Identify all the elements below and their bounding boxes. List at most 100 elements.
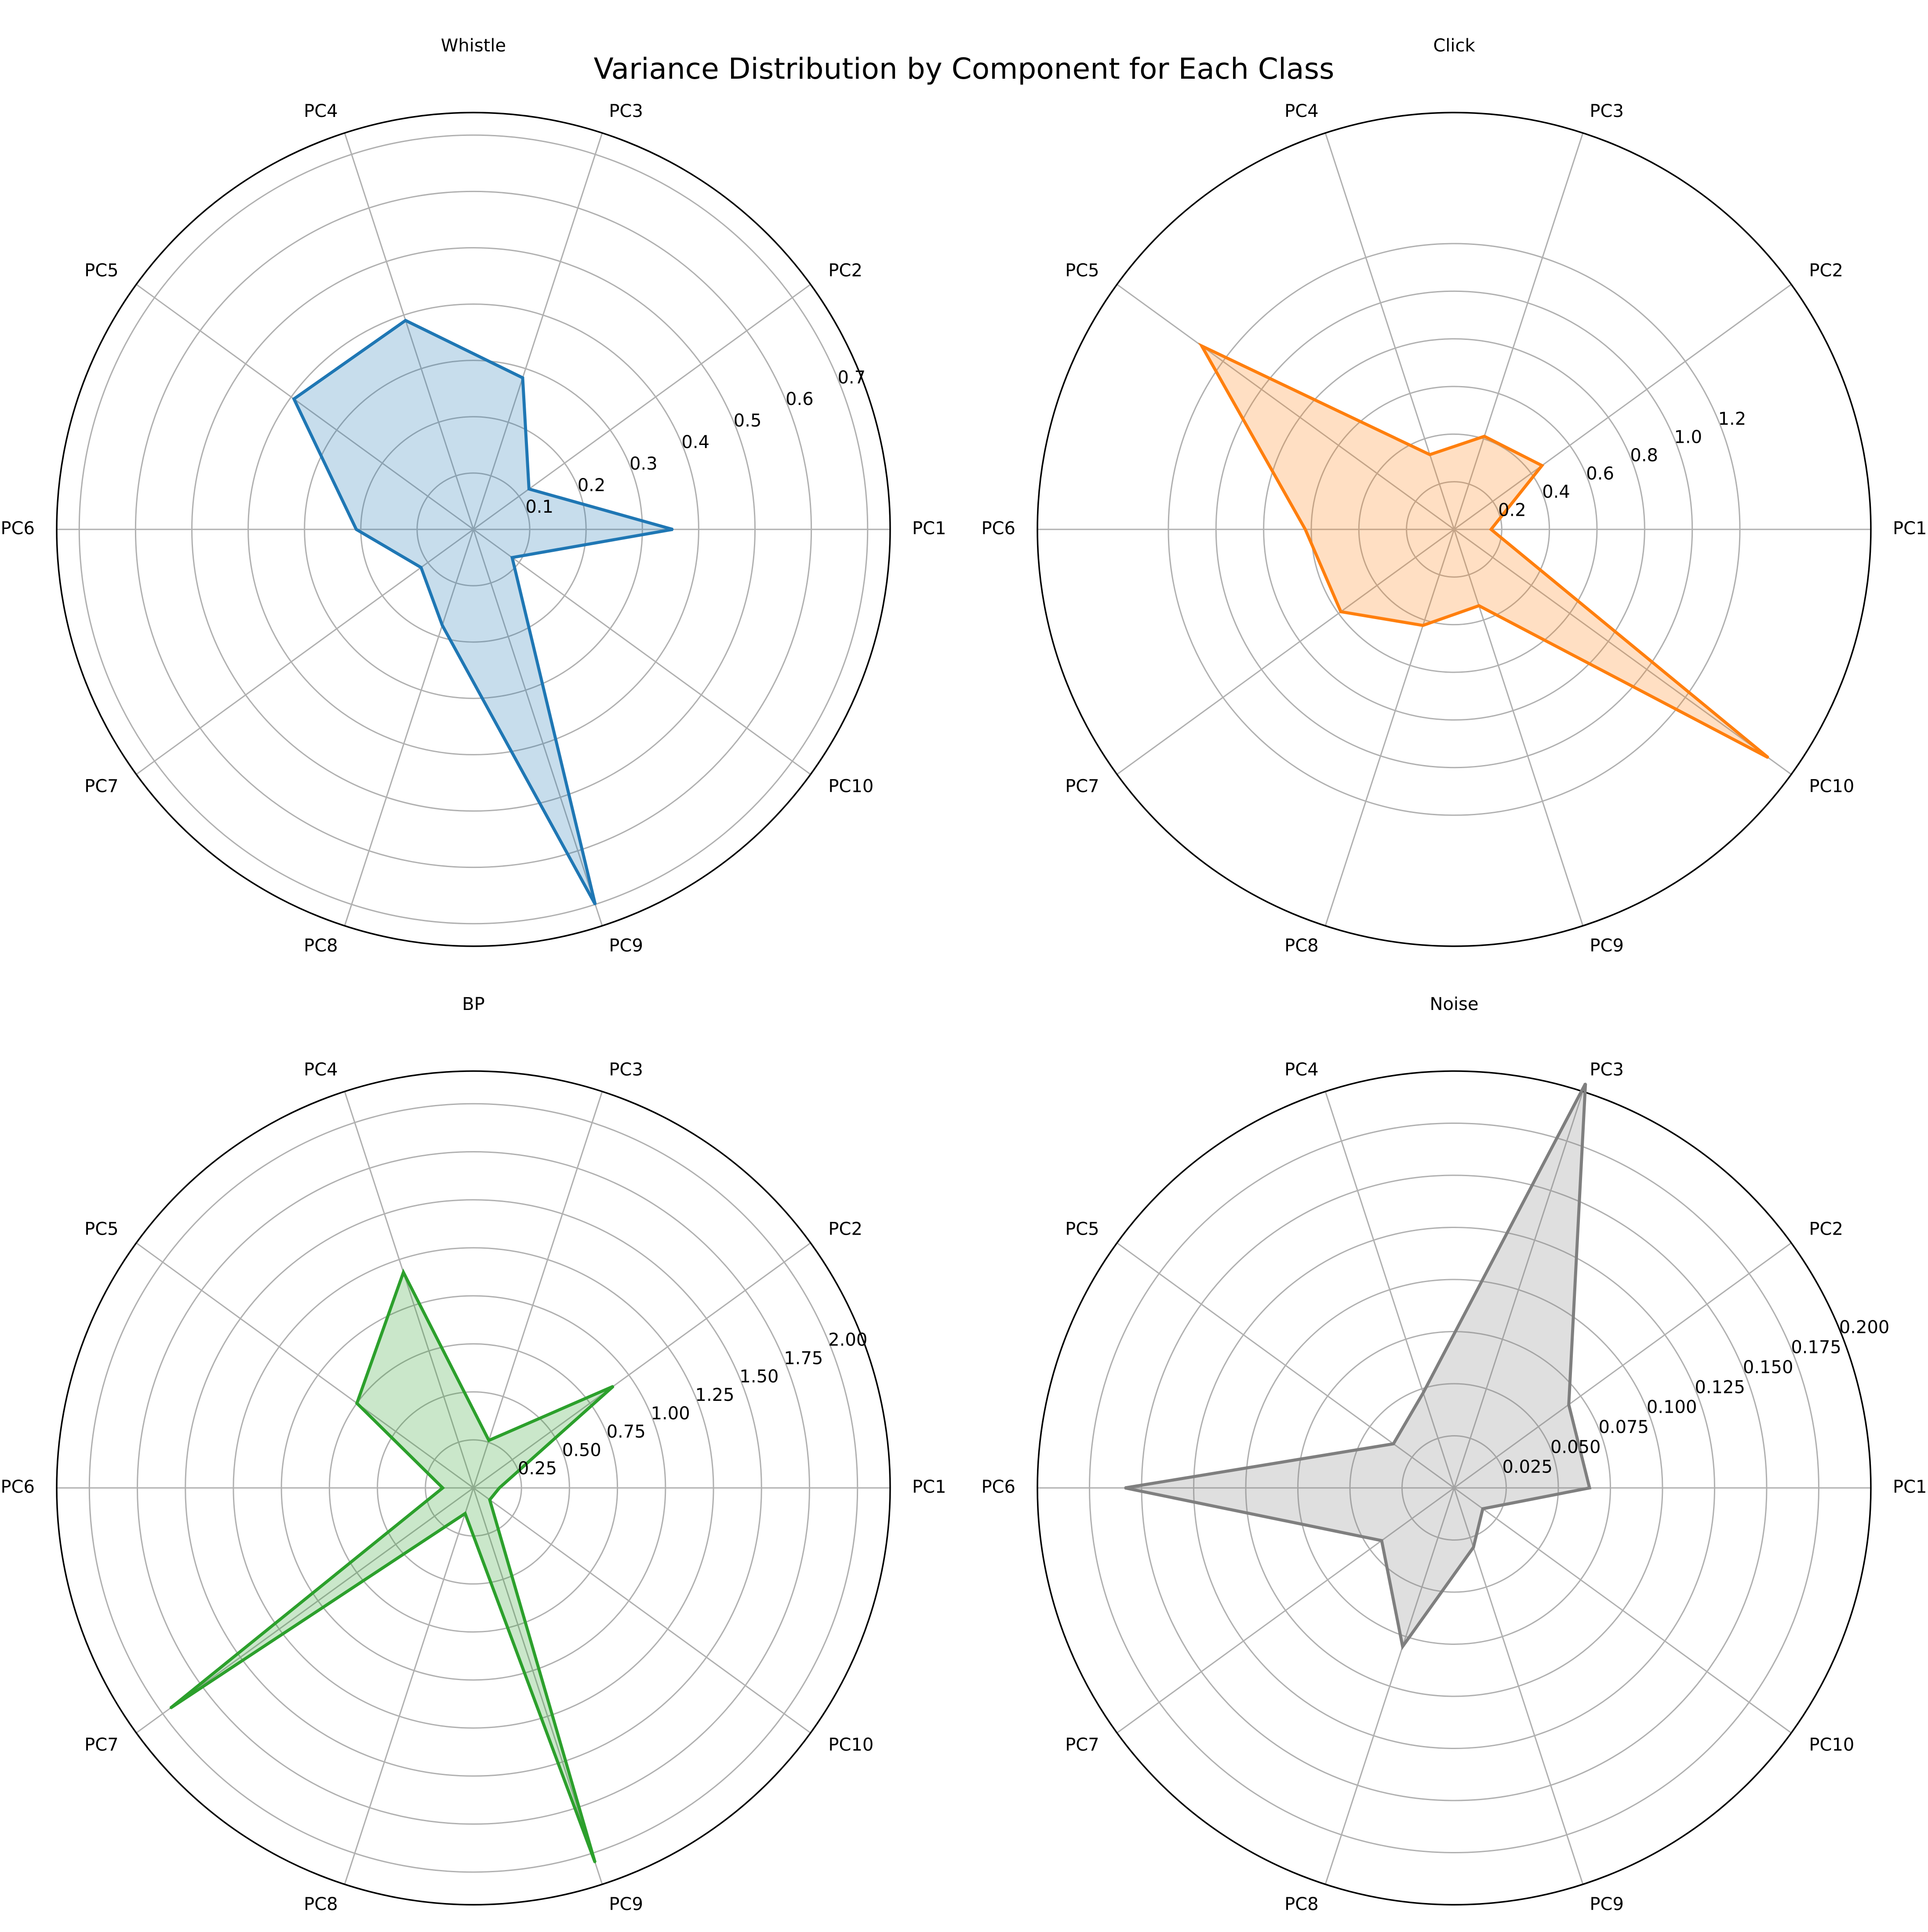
spoke-line xyxy=(473,1242,811,1489)
spoke-line xyxy=(473,529,603,926)
spoke-line xyxy=(1453,132,1584,530)
data-point-pc4 xyxy=(402,1271,404,1273)
data-point-pc7 xyxy=(1340,611,1342,613)
data-point-pc10 xyxy=(1767,757,1769,759)
radar-panel-bp: 0.250.50 0.751.001.251.50 1.752.00 PC1 PC2 PC… xyxy=(1,994,946,1914)
radial-tick-label: 1.75 xyxy=(784,1348,823,1368)
spoke-line xyxy=(1453,529,1584,926)
spoke-line xyxy=(1117,529,1455,775)
spoke-line xyxy=(136,529,474,775)
spoke-line xyxy=(136,1242,474,1489)
radial-tick-label: 0.100 xyxy=(1647,1397,1697,1418)
spoke-line xyxy=(1324,1091,1455,1488)
data-point-pc5 xyxy=(1392,1443,1394,1445)
spoke-line xyxy=(1453,1487,1584,1885)
spoke-line xyxy=(1324,132,1455,530)
data-point-pc3 xyxy=(1584,1083,1586,1085)
data-point-pc9 xyxy=(1478,605,1480,607)
category-label-pc2: PC2 xyxy=(828,1219,862,1239)
data-point-pc6 xyxy=(1124,1487,1126,1489)
category-label-pc1: PC1 xyxy=(912,518,946,539)
category-label-pc10: PC10 xyxy=(1809,1735,1854,1755)
series-area xyxy=(1201,346,1768,758)
category-label-pc5: PC5 xyxy=(1065,1219,1099,1239)
data-point-pc8 xyxy=(1401,1645,1404,1648)
data-point-pc7 xyxy=(1381,1539,1383,1542)
radial-tick-label: 0.6 xyxy=(786,389,814,409)
data-point-pc8 xyxy=(464,1513,466,1515)
category-label-pc2: PC2 xyxy=(1809,260,1843,281)
radial-tick-label: 1.25 xyxy=(695,1385,735,1405)
category-label-pc8: PC8 xyxy=(304,1894,338,1914)
spoke-line xyxy=(1453,1091,1584,1488)
spoke-line xyxy=(1117,1242,1455,1489)
category-label-pc10: PC10 xyxy=(1809,776,1854,797)
figure-title: Variance Distribution by Component for E… xyxy=(593,52,1335,86)
spoke-line xyxy=(473,1487,811,1734)
radar-panel-click: 0.2 0.4 0.6 0.8 1.0 1.2 PC1 PC2 PC3 PC4 PC5 PC6 PC7 P… xyxy=(982,36,1927,956)
category-label-pc8: PC8 xyxy=(1284,1894,1319,1914)
radial-tick-label: 0.50 xyxy=(562,1440,601,1460)
radial-tick-label: 0.175 xyxy=(1791,1338,1841,1358)
data-point-pc9 xyxy=(594,1861,596,1863)
radial-tick-label: 1.50 xyxy=(739,1367,778,1387)
spoke-line xyxy=(1324,529,1455,926)
data-point-pc10 xyxy=(1482,1508,1484,1510)
radial-tick-label: 0.2 xyxy=(1498,500,1526,521)
radial-tick-label: 0.125 xyxy=(1695,1377,1745,1397)
category-label-pc6: PC6 xyxy=(1,518,35,539)
spoke-line xyxy=(344,1487,474,1885)
data-point-pc4 xyxy=(1429,453,1431,456)
spoke-line xyxy=(473,529,811,775)
data-point-pc2 xyxy=(528,488,530,490)
category-label-pc6: PC6 xyxy=(982,518,1016,539)
radial-tick-label: 2.00 xyxy=(828,1330,867,1350)
data-point-pc5 xyxy=(293,398,295,400)
category-label-pc2: PC2 xyxy=(1809,1219,1843,1239)
category-label-pc3: PC3 xyxy=(609,1060,643,1080)
data-point-pc4 xyxy=(404,319,407,321)
radar-panel-noise: 0.0250.0500.0750.1000.1250.1500.1750.200… xyxy=(982,994,1927,1914)
spoke-line xyxy=(136,284,474,530)
category-label-pc2: PC2 xyxy=(828,260,862,281)
category-label-pc4: PC4 xyxy=(1284,1060,1319,1080)
data-point-pc7 xyxy=(169,1707,171,1709)
category-label-pc3: PC3 xyxy=(1590,1060,1624,1080)
series-area xyxy=(1125,1083,1590,1647)
category-label-pc3: PC3 xyxy=(1590,101,1624,121)
radial-tick-label: 0.2 xyxy=(578,475,606,496)
radial-tick-label: 0.4 xyxy=(1542,482,1570,502)
data-point-pc6 xyxy=(442,1487,444,1489)
panel-title: Click xyxy=(1433,36,1475,56)
radial-tick-label: 0.6 xyxy=(1586,464,1614,484)
data-point-pc1 xyxy=(1589,1487,1591,1489)
category-label-pc9: PC9 xyxy=(609,936,643,956)
radial-tick-label: 1.00 xyxy=(651,1403,690,1424)
category-label-pc1: PC1 xyxy=(1893,1477,1927,1497)
category-label-pc5: PC5 xyxy=(84,260,119,281)
spoke-line xyxy=(1454,1242,1792,1489)
data-point-pc1 xyxy=(672,529,674,530)
data-point-pc3 xyxy=(522,377,524,379)
radial-tick-label: 0.075 xyxy=(1598,1417,1649,1437)
category-label-pc6: PC6 xyxy=(1,1477,35,1497)
spoke-line xyxy=(344,132,474,530)
category-label-pc5: PC5 xyxy=(1065,260,1099,281)
radial-tick-label: 1.0 xyxy=(1674,427,1702,448)
data-point-pc3 xyxy=(488,1439,490,1441)
category-label-pc9: PC9 xyxy=(1590,1894,1624,1914)
data-point-pc2 xyxy=(1568,1403,1570,1406)
data-point-pc6 xyxy=(355,529,357,530)
category-label-pc10: PC10 xyxy=(828,1735,873,1755)
data-point-pc4 xyxy=(1422,1392,1424,1394)
category-label-pc9: PC9 xyxy=(1590,936,1624,956)
radial-tick-label: 0.150 xyxy=(1743,1357,1793,1378)
spoke-line xyxy=(344,1091,474,1488)
radial-tick-label: 0.050 xyxy=(1550,1437,1601,1457)
spoke-line xyxy=(1454,284,1792,530)
category-label-pc8: PC8 xyxy=(304,936,338,956)
radial-tick-label: 0.5 xyxy=(734,411,762,431)
data-point-pc10 xyxy=(511,557,513,559)
category-label-pc1: PC1 xyxy=(912,1477,946,1497)
